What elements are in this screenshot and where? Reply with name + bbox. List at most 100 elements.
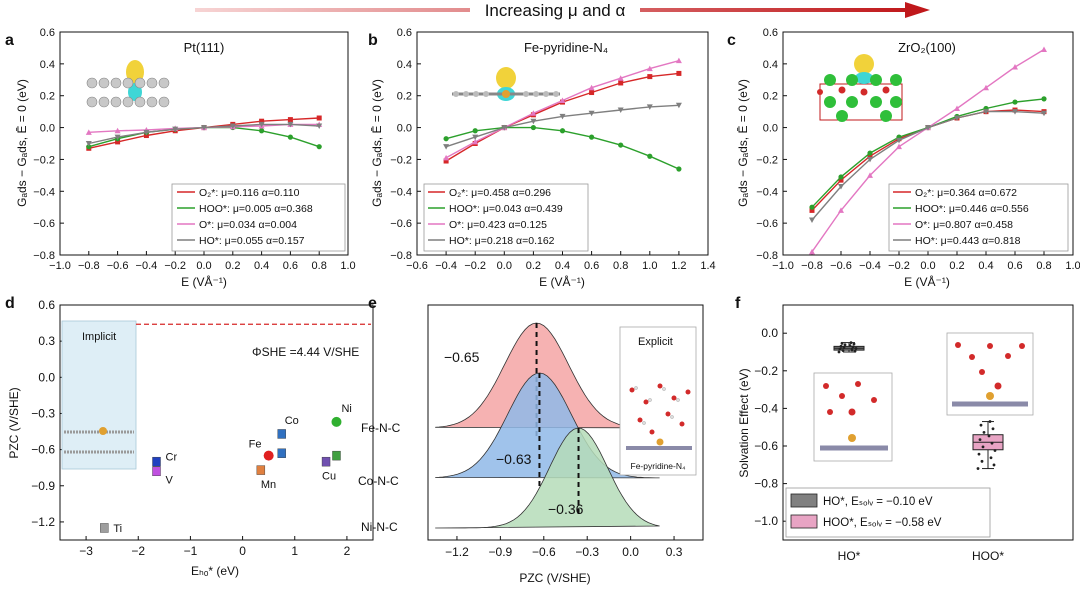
data-point [287, 134, 293, 140]
x-ticks: −1.2 −0.9 −0.6 −0.3 0.0 0.3 [445, 536, 683, 559]
element-marker [321, 456, 331, 467]
data-point [809, 207, 815, 213]
y-axis-label: Solvation Effect (eV) [737, 368, 751, 477]
x-tick-label: −1 [184, 544, 198, 558]
x-tick-label: −0.2 [888, 260, 910, 272]
row-label: Ni-N-C [361, 520, 398, 534]
y-axis-label: Gₐds − Gₐds, Ē = 0 (eV) [15, 79, 29, 207]
data-point [989, 456, 993, 460]
data-point [839, 344, 843, 348]
data-point [979, 423, 983, 427]
data-point [867, 156, 873, 163]
data-point [287, 121, 294, 128]
x-tick-label: 0.6 [584, 260, 599, 272]
x-tick-label: −0.4 [435, 260, 457, 272]
data-point [676, 166, 682, 172]
data-point [867, 150, 873, 156]
legend-entry: O₂*: μ=0.458 α=0.296 [449, 187, 551, 199]
element-label: Fe [249, 439, 262, 451]
y-tick-label: 0.6 [763, 27, 778, 39]
data-point [838, 207, 844, 213]
data-point [990, 441, 994, 445]
panel-letter: e [368, 295, 377, 312]
data-point [988, 420, 992, 423]
y-tick-label: 0.2 [40, 91, 55, 103]
data-point [472, 134, 479, 141]
data-point [472, 138, 479, 145]
panel-d: d Eₕₒ* (eV) PZC (V/SHE) −3 −2 −1 0 1 2 0.6 0.3… [5, 295, 374, 578]
legend: O₂*: μ=0.116 α=0.110 HOO*: μ=0.005 α=0.3… [171, 183, 346, 252]
element-label: Cu [322, 471, 336, 483]
data-point [472, 128, 478, 134]
element-label: Co [285, 415, 299, 427]
data-point [841, 349, 845, 352]
y-tick-label: 0.0 [38, 370, 55, 384]
element-label: Ti [113, 523, 122, 535]
data-point [618, 142, 624, 148]
legend-entry: HOO*: μ=0.446 α=0.556 [915, 203, 1029, 215]
series-line [88, 117, 320, 149]
data-point [114, 134, 121, 141]
element-marker [277, 429, 286, 439]
x-tick-label: −0.6 [532, 545, 556, 559]
data-point [115, 139, 121, 145]
data-point [588, 84, 595, 91]
x-ticks: −1.0 −0.8 −0.6 −0.4 −0.2 0.0 0.2 0.4 0.6 0.8 1.0 [49, 251, 356, 272]
panel-letter: f [735, 295, 741, 312]
x-tick-label: 1 [291, 544, 298, 558]
data-point [838, 184, 844, 190]
data-point [840, 341, 844, 345]
element-label: Ni [341, 403, 351, 415]
y-ticks: 0.6 0.3 0.0 −0.3 −0.6 −0.9 −1.2 [31, 298, 64, 529]
data-point [316, 123, 323, 129]
data-point [675, 57, 682, 64]
data-point [838, 347, 842, 351]
y-tick-label: −0.4 [756, 186, 778, 198]
x-tick-label: −0.9 [489, 545, 513, 559]
y-axis-label: Gₐds − Gₐds, Ē = 0 (eV) [736, 79, 750, 207]
data-point [838, 177, 844, 183]
x-axis-label: Eₕₒ* (eV) [191, 564, 239, 578]
element-label: V [166, 474, 174, 486]
data-point [1041, 46, 1047, 53]
y-axis-label: PZC (V/SHE) [7, 387, 21, 458]
row-label: Co-N-C [358, 474, 399, 488]
panel-f: f Solvation Effect (eV) 0.0 −0.2 −0.4 −0.6 −… [735, 295, 1074, 563]
structure-inset [813, 332, 1034, 462]
legend-entry: HOO*, Eₛₒₗᵥ = −0.58 eV [823, 517, 942, 529]
data-point [848, 344, 852, 347]
series-group [85, 115, 323, 151]
y-tick-label: 0.0 [761, 326, 778, 340]
y-tick-label: −0.4 [33, 186, 55, 198]
x-tick-label: 0.0 [196, 260, 211, 272]
x-tick-label: −0.3 [575, 545, 599, 559]
y-tick-label: −0.6 [33, 218, 55, 230]
data-point [617, 107, 624, 114]
category-label: HOO* [972, 549, 1004, 563]
data-point [316, 115, 322, 121]
data-point [851, 345, 855, 349]
y-tick-label: 0.4 [397, 59, 412, 71]
y-tick-label: −0.8 [754, 477, 778, 491]
x-ticks: −3 −2 −1 0 1 2 [79, 536, 351, 558]
inset-caption: Fe-pyridine-N₄ [631, 461, 686, 471]
legend-entry: HO*, Eₛₒₗᵥ = −0.10 eV [823, 496, 933, 508]
data-point [981, 445, 985, 449]
y-tick-label: −0.4 [754, 401, 778, 415]
data-point [143, 133, 149, 139]
x-tick-label: −0.4 [136, 260, 158, 272]
data-point [809, 204, 815, 210]
data-point [983, 84, 989, 91]
plot-frame [427, 304, 704, 541]
x-tick-label: −3 [79, 544, 93, 558]
panel-letter: b [368, 32, 378, 49]
density-curve [435, 427, 660, 529]
y-tick-label: −0.6 [756, 218, 778, 230]
inset-label: Implicit [82, 331, 116, 343]
x-tick-label: −1.0 [49, 260, 71, 272]
y-tick-label: −0.8 [756, 250, 778, 262]
x-tick-label: −0.2 [164, 260, 186, 272]
x-tick-label: 0.6 [283, 260, 298, 272]
data-point [854, 346, 858, 350]
x-tick-label: −0.6 [107, 260, 129, 272]
